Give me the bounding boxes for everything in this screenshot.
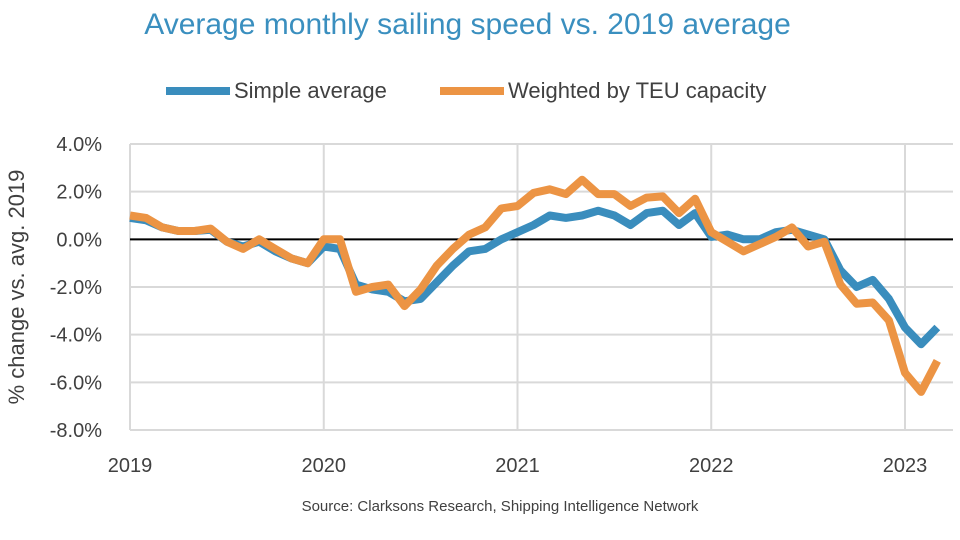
y-tick-label: 4.0% — [56, 134, 102, 156]
legend-item-simple-average: Simple average — [166, 78, 387, 104]
legend-item-weighted: Weighted by TEU capacity — [440, 78, 766, 104]
y-tick-label: -4.0% — [50, 325, 102, 347]
x-tick-label: 2023 — [883, 455, 928, 477]
legend-swatch-simple — [166, 87, 230, 95]
y-tick-label: -6.0% — [50, 372, 102, 394]
source-note: Source: Clarksons Research, Shipping Int… — [301, 498, 699, 515]
x-tick-label: 2020 — [302, 455, 347, 477]
y-tick-label: 0.0% — [56, 229, 102, 251]
chart-title: Average monthly sailing speed vs. 2019 a… — [144, 8, 791, 41]
series-line-weighted — [129, 175, 941, 396]
x-tick-label: 2022 — [689, 455, 734, 477]
legend-swatch-weighted — [440, 87, 504, 95]
legend-label-simple: Simple average — [234, 78, 387, 103]
legend-label-weighted: Weighted by TEU capacity — [508, 78, 767, 103]
y-axis-label: % change vs. avg. 2019 — [4, 170, 29, 405]
y-tick-label: -2.0% — [50, 277, 102, 299]
x-tick-label: 2019 — [108, 455, 153, 477]
y-tick-label: -8.0% — [50, 420, 102, 442]
x-tick-label: 2021 — [495, 455, 540, 477]
series-line-simple-average — [129, 206, 941, 349]
y-tick-label: 2.0% — [56, 182, 102, 204]
